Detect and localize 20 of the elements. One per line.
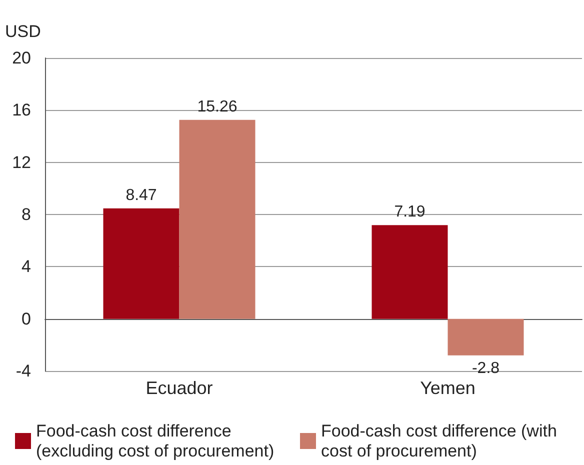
y-tick-label: -4: [16, 362, 31, 380]
y-tick-label: 20: [12, 48, 31, 68]
data-label: 15.26: [197, 98, 238, 116]
legend-label: Food-cash cost difference (excluding cost of procurement): [36, 422, 274, 460]
legend-label: Food-cash cost difference (with cost of procurement): [321, 422, 562, 460]
y-axis-title: USD: [5, 22, 41, 41]
y-tick-label: 0: [22, 309, 31, 328]
data-label: 8.47: [126, 186, 157, 204]
bar: [372, 225, 448, 319]
y-tick-label: 4: [22, 257, 31, 276]
x-tick-label: Ecuador: [146, 378, 213, 398]
x-tick-label: Yemen: [420, 378, 476, 398]
bar: [448, 318, 524, 356]
bar: [179, 120, 256, 319]
data-label: 7.19: [394, 204, 426, 221]
data-label: -2.8: [472, 360, 500, 377]
y-tick-label: 8: [22, 205, 31, 224]
y-tick-label: 16: [12, 100, 31, 120]
y-tick-label: 12: [12, 152, 31, 172]
bar: [103, 208, 180, 319]
